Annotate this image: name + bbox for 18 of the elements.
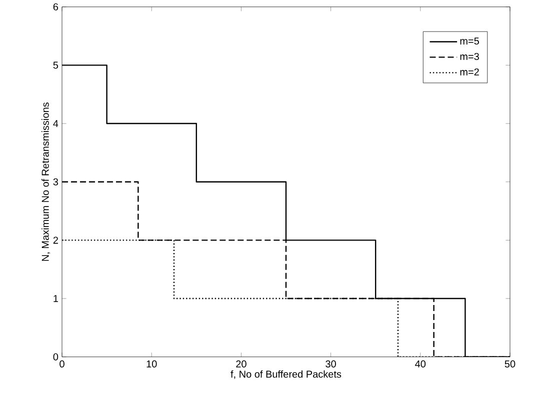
y-tick-label: 6 <box>53 3 58 10</box>
y-tick-label: 0 <box>53 353 58 360</box>
y-axis-title: N, Maximum No of Retransmissions <box>42 102 50 261</box>
x-tick-label: 0 <box>60 360 64 368</box>
legend-label: m=2 <box>460 68 479 76</box>
legend-label: m=5 <box>460 38 479 45</box>
legend-label: m=3 <box>460 53 479 60</box>
x-axis-title: f, No of Buffered Packets <box>230 370 342 379</box>
x-tick-label: 10 <box>146 360 157 368</box>
y-tick-label: 1 <box>54 295 58 302</box>
y-tick-label: 3 <box>53 178 58 186</box>
y-tick-label: 5 <box>53 62 58 69</box>
x-tick-label: 40 <box>415 360 426 368</box>
x-tick-label: 50 <box>504 360 516 368</box>
x-tick-label: 20 <box>236 360 246 368</box>
y-tick-label: 2 <box>53 236 58 244</box>
y-tick-label: 4 <box>53 120 58 128</box>
x-tick-label: 30 <box>326 360 336 368</box>
